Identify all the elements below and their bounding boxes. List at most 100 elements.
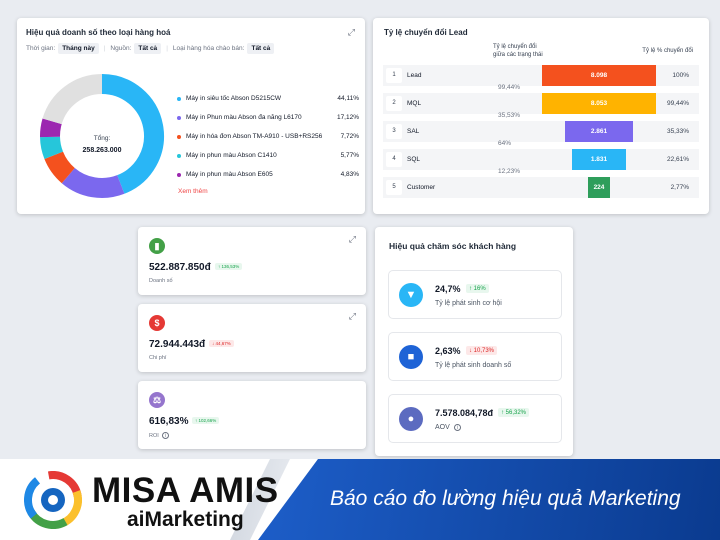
donut-slice[interactable] xyxy=(61,167,125,198)
brand-name: MISA AMIS xyxy=(92,471,279,510)
kpi-icon-glyph: $ xyxy=(154,318,160,328)
care-label-text: Tỷ lệ phát sinh doanh số xyxy=(435,362,512,369)
donut-slice[interactable] xyxy=(40,136,64,160)
filter-product-type-value[interactable]: Tất cả xyxy=(247,43,275,54)
care-icon-glyph: ■ xyxy=(407,351,415,363)
donut-slice-other[interactable] xyxy=(42,74,103,125)
donut-center-label: Tổng: xyxy=(94,134,111,142)
legend-item[interactable]: Máy in hóa đơn Abson TM-A910 - USB+RS256… xyxy=(175,132,359,151)
funnel-row[interactable]: 3 SAL 2.861 35,33% xyxy=(383,121,699,142)
kpi-change-badge: ↓ 44,67% xyxy=(209,340,234,347)
filter-product-type-label: Loại hàng hóa chào bán: xyxy=(172,45,245,52)
donut-center-value: 258.263.000 xyxy=(83,147,122,154)
legend-swatch xyxy=(177,173,181,177)
see-more-link[interactable]: Xem thêm xyxy=(178,188,208,195)
funnel-row[interactable]: 1 Lead 8.098 100% xyxy=(383,65,699,86)
funnel-stage-name: MQL xyxy=(407,100,422,107)
care-metric-row: ■ 2,63% ↓ 10,73% Tỷ lệ phát sinh doanh s… xyxy=(388,332,562,381)
legend-value: 17,12% xyxy=(336,114,359,121)
kpi-icon-glyph: ▮ xyxy=(154,240,160,251)
care-metric-label: AOV i xyxy=(435,424,461,431)
funnel-stage-name: Customer xyxy=(407,184,436,191)
sales-by-product-title: Hiệu quả doanh số theo loại hàng hoá xyxy=(26,28,171,37)
funnel-conversion-rate: 99,44% xyxy=(498,84,521,91)
funnel-stage-percent: 99,44% xyxy=(666,100,689,107)
kpi-label: ROI i xyxy=(149,432,169,439)
lead-conversion-card: Tỷ lệ chuyển đổi Lead Tỷ lệ chuyển đổi g… xyxy=(373,18,709,214)
legend-item[interactable]: Máy in Phun màu Abson đa năng L6170 17,1… xyxy=(175,113,359,132)
lead-conversion-title: Tỷ lệ chuyển đổi Lead xyxy=(384,28,468,37)
legend-item[interactable]: Máy in phun màu Abson C1410 5,77% xyxy=(175,151,359,170)
care-change-badge: ↑ 16% xyxy=(466,284,489,293)
funnel-row[interactable]: 5 Customer 224 2,77% xyxy=(383,177,699,198)
funnel-stage-name: Lead xyxy=(407,72,422,79)
funnel-bar: 224 xyxy=(588,177,610,198)
funnel-conversion-rate: 35,53% xyxy=(498,112,521,119)
legend-label: Máy in Phun màu Abson đa năng L6170 xyxy=(186,114,302,121)
donut-slice[interactable] xyxy=(40,118,62,138)
footer-tagline: Báo cáo đo lường hiệu quả Marketing xyxy=(330,487,681,510)
funnel-row[interactable]: 2 MQL 8.053 99,44% xyxy=(383,93,699,114)
kpi-card-revenue: ▮ ⤢ 522.887.850đ ↑ 136,53% Doanh số xyxy=(138,227,366,295)
money-icon: ● xyxy=(399,407,423,431)
legend-value: 5,77% xyxy=(340,152,359,159)
funnel-icon: ▼ xyxy=(399,283,423,307)
legend-value: 4,83% xyxy=(340,171,359,178)
info-icon[interactable]: i xyxy=(453,424,461,431)
filter-source-value[interactable]: Tất cả xyxy=(134,43,162,54)
customer-care-card: Hiệu quả chăm sóc khách hàng ▼ 24,7% ↑ 1… xyxy=(375,227,573,456)
kpi-change-badge: ↑ 102,66% xyxy=(192,417,220,424)
kpi-label: Chi phí xyxy=(149,355,166,361)
expand-icon[interactable]: ⤢ xyxy=(348,311,356,321)
legend-label: Máy in phun màu Abson E605 xyxy=(186,171,273,178)
funnel-bar: 1.831 xyxy=(571,149,627,170)
filter-time-value[interactable]: Tháng này xyxy=(58,43,99,54)
funnel-row[interactable]: 4 SQL 1.831 22,61% xyxy=(383,149,699,170)
kpi-value: 616,83% xyxy=(149,416,189,427)
care-label-text: Tỷ lệ phát sinh cơ hội xyxy=(435,300,502,307)
funnel-bar: 8.098 xyxy=(542,65,656,86)
care-icon-glyph: ● xyxy=(407,413,415,425)
donut-slice[interactable] xyxy=(101,74,164,194)
donut-chart: Tổng: 258.263.000 xyxy=(40,74,164,198)
filter-source-label: Nguồn: xyxy=(110,45,132,52)
care-metric-label: Tỷ lệ phát sinh cơ hội xyxy=(435,300,502,307)
kpi-label-text: Doanh số xyxy=(149,278,173,284)
footer-banner: MISA AMIS aiMarketing Báo cáo đo lường h… xyxy=(0,459,720,540)
funnel-stage-number: 1 xyxy=(386,68,402,83)
filter-divider: | xyxy=(166,45,168,52)
care-change-badge: ↓ 10,73% xyxy=(466,346,498,355)
legend-item[interactable]: Máy in siêu tốc Abson D5215CW 44,11% xyxy=(175,94,359,113)
legend-swatch xyxy=(177,116,181,120)
customer-care-title: Hiệu quả chăm sóc khách hàng xyxy=(389,241,517,251)
funnel-stage-name: SQL xyxy=(407,156,421,163)
dollar-icon: $ xyxy=(149,315,165,331)
kpi-change-badge: ↑ 136,53% xyxy=(215,263,243,270)
legend-swatch xyxy=(177,135,181,139)
funnel-stage-number: 3 xyxy=(386,124,402,139)
funnel-conversion-rate: 12,23% xyxy=(498,168,521,175)
funnel-conversion-rate: 64% xyxy=(498,140,512,147)
kpi-value: 72.944.443đ xyxy=(149,339,206,350)
kpi-icon-glyph: ⚖ xyxy=(152,394,162,405)
funnel-stage-percent: 100% xyxy=(672,72,689,79)
care-label-text: AOV xyxy=(435,424,450,431)
filter-bar: Thời gian: Tháng này | Nguồn: Tất cả | L… xyxy=(26,43,275,54)
funnel-bar: 2.861 xyxy=(565,121,633,142)
care-change-badge: ↑ 56,32% xyxy=(498,408,530,417)
funnel-stage-number: 4 xyxy=(386,152,402,167)
funnel-stage-number: 2 xyxy=(386,96,402,111)
legend-label: Máy in phun màu Abson C1410 xyxy=(186,152,277,159)
filter-time-label: Thời gian: xyxy=(26,45,56,52)
care-metric-value: 24,7% xyxy=(435,284,461,294)
expand-icon[interactable]: ⤢ xyxy=(348,234,356,244)
info-icon[interactable]: i xyxy=(161,432,169,439)
legend-item[interactable]: Máy in phun màu Abson E605 4,83% xyxy=(175,170,359,189)
brand-product: aiMarketing xyxy=(127,508,244,531)
legend-label: Máy in siêu tốc Abson D5215CW xyxy=(186,95,282,102)
expand-icon[interactable]: ⤢ xyxy=(347,27,355,37)
donut-slice[interactable] xyxy=(44,151,76,184)
kpi-label: Doanh số xyxy=(149,278,173,284)
footer-tagline-band xyxy=(258,459,720,540)
bar-chart-icon: ▮ xyxy=(149,238,165,254)
